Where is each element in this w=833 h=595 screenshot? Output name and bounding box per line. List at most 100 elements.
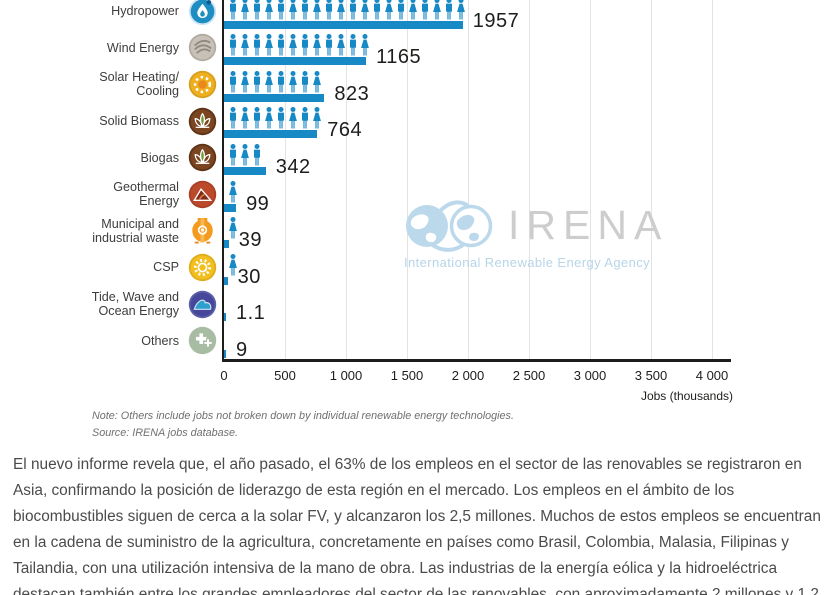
person-pictogram-icon [230,107,236,129]
person-pictogram-icon [265,0,273,20]
person-pictogram-icon [361,0,369,20]
person-pictogram-icon [254,70,260,93]
person-pictogram-icon [398,0,404,20]
person-pictogram-icon [313,0,321,20]
person-pictogram-icon [229,253,237,276]
person-pictogram-icon [409,0,417,20]
person-pictogram-icon [385,0,393,20]
row-plot: 1.1 [222,286,833,325]
category-label: Solar Heating/ Cooling [99,70,179,99]
person-pictograms [227,70,323,93]
person-pictogram-icon [350,0,356,20]
chart-row: Wind Energy 1165 [0,30,833,69]
x-tick-label: 2 000 [451,368,485,383]
bar-value-label: 9 [236,338,248,361]
bar-value-label: 1957 [472,9,520,32]
person-pictogram-icon [433,0,441,20]
person-pictogram-icon [289,0,297,20]
person-pictogram-icon [241,107,249,129]
category-label: Hydropower [111,4,179,19]
bar [224,166,266,175]
tide-wave-ocean-energy-icon [182,290,222,319]
bar-value-label: 1.1 [236,302,266,325]
row-plot: 823 [222,66,833,105]
person-pictogram-icon [374,0,380,20]
chart-row: Solar Heating/ Cooling 823 [0,66,833,105]
person-pictogram-icon [230,0,236,20]
person-pictogram-icon [302,34,308,56]
bar-value-label: 99 [246,192,270,215]
chart-row: Biogas 342 [0,139,833,178]
bar-value-label: 1165 [376,46,422,69]
bar [224,276,228,285]
person-pictogram-icon [254,107,260,129]
solid-biomass-icon [182,107,222,136]
bar-value-label: 342 [275,155,311,178]
x-tick-label: 3 000 [573,368,607,383]
geothermal-energy-icon [182,180,222,209]
person-pictogram-icon [313,34,321,56]
person-pictogram-icon [302,0,308,20]
bar [224,20,463,29]
person-pictogram-icon [265,70,273,93]
csp-icon [182,253,222,282]
person-pictogram-icon [229,180,237,203]
category-label: Others [141,333,179,348]
municipal-industrial-waste-icon [182,216,222,245]
article-paragraph: El nuevo informe revela que, el año pasa… [13,456,821,595]
gridline [529,0,530,359]
gridline [651,0,652,359]
category-label: Biogas [140,150,179,165]
gridline [590,0,591,359]
person-pictogram-icon [229,217,237,239]
chart-note: Note: Others include jobs not broken dow… [92,410,514,422]
category-label: Wind Energy [106,40,179,55]
person-pictograms [227,107,323,129]
biogas-icon [182,143,222,172]
person-pictogram-icon [278,107,284,129]
x-tick-label: 0 [220,368,228,383]
person-pictogram-icon [241,143,249,166]
x-tick-label: 1 000 [329,368,363,383]
x-tick-label: 500 [274,368,296,383]
category-label: Municipal and industrial waste [92,216,179,245]
x-axis-ticks: 0 500 1 000 1 500 2 000 2 500 3 000 3 500 4 000 [220,368,731,384]
person-pictograms [227,217,239,239]
row-plot: 9 [222,322,833,361]
bar-value-label: 30 [237,265,261,288]
chart-row: Geothermal Energy 99 [0,176,833,215]
person-pictogram-icon [289,107,297,129]
chart-rows: Hydropower 1957 Wind Energy 1165 Solar Heati… [0,0,833,361]
gridline [407,0,408,359]
person-pictogram-icon [361,34,369,56]
bar [224,203,237,212]
person-pictogram-icon [230,34,236,56]
bar [224,57,367,66]
bar-value-label: 39 [238,229,262,252]
chart-row: CSP 30 [0,249,833,288]
solar-heating-cooling-icon [182,70,222,99]
bar [224,313,226,322]
person-pictogram-icon [326,34,332,56]
chart-row: Tide, Wave and Ocean Energy 1.1 [0,286,833,325]
bar [224,240,229,249]
person-pictogram-icon [230,143,236,166]
bar-value-label: 764 [327,119,363,142]
x-tick-label: 2 500 [512,368,546,383]
category-label: Solid Biomass [99,114,179,129]
wind-energy-icon [182,33,222,62]
gridline [468,0,469,359]
bar [224,349,226,358]
person-pictogram-icon [457,0,465,20]
x-tick-label: 4 000 [695,368,729,383]
bar [224,130,318,139]
person-pictograms [227,143,263,166]
person-pictogram-icon [241,34,249,56]
plot-area [222,0,731,362]
row-plot: 39 [222,213,833,252]
person-pictogram-icon [337,0,345,20]
person-pictograms [227,34,371,56]
person-pictogram-icon [265,34,273,56]
person-pictogram-icon [254,143,260,166]
